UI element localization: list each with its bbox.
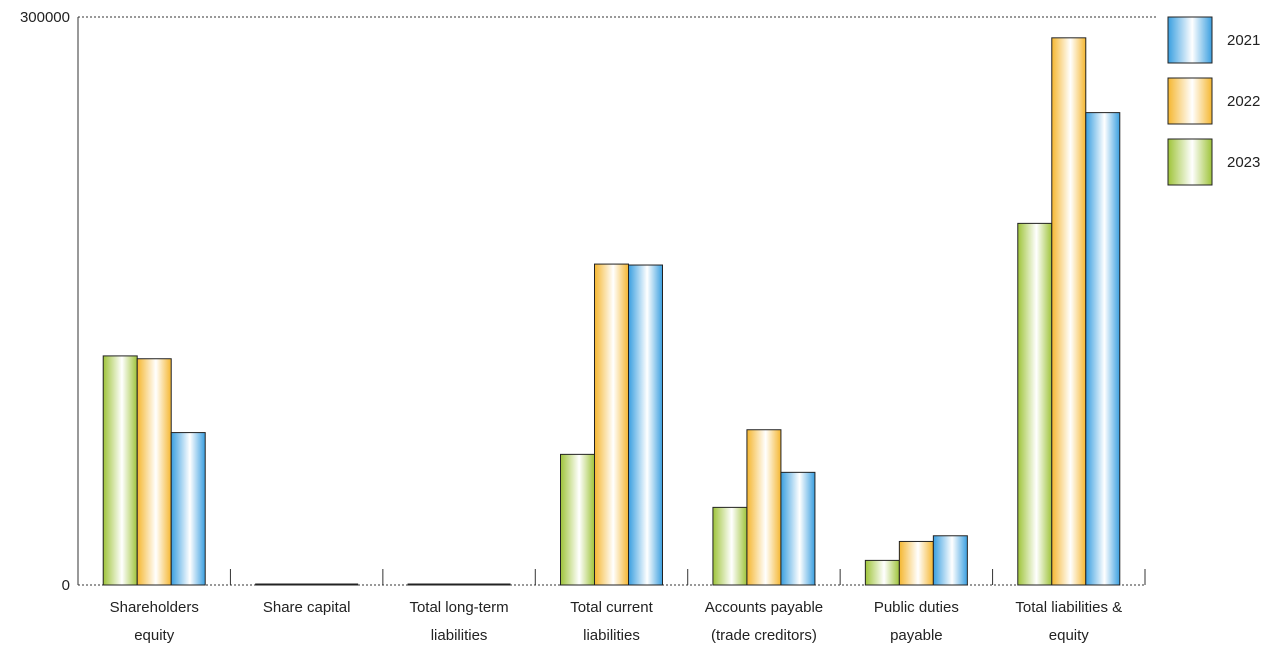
bar-2022 — [441, 583, 477, 586]
x-category-label: Total liabilities & — [1015, 599, 1122, 616]
bar-2022 — [136, 358, 172, 586]
bar-2023 — [1017, 222, 1053, 586]
bar-2023 — [864, 559, 900, 586]
legend-label: 2023 — [1227, 154, 1260, 171]
bar-2022 — [594, 263, 629, 586]
legend-swatch-2023 — [1167, 138, 1213, 186]
x-category-label: equity — [134, 627, 175, 644]
legend-swatch-2021 — [1167, 16, 1213, 64]
bar-2021 — [170, 432, 206, 586]
x-category-label: Accounts payable — [705, 599, 823, 616]
legend-label: 2021 — [1227, 32, 1260, 49]
x-category-label: liabilities — [583, 627, 640, 644]
bar-2023 — [712, 506, 748, 586]
bar-2021 — [932, 535, 968, 586]
x-category-label: (trade creditors) — [711, 627, 817, 644]
chart-labels: Shareholders equity Share capital Total lon… — [110, 599, 1123, 644]
x-category-label: Total current — [570, 599, 653, 616]
x-category-label: Share capital — [263, 599, 351, 616]
x-category-label: Total long-term — [409, 599, 508, 616]
y-tick-label: 300000 — [20, 9, 70, 26]
bar-2022 — [289, 583, 325, 586]
x-category-label: payable — [890, 627, 943, 644]
y-tick-label: 0 — [62, 577, 70, 594]
legend-label: 2022 — [1227, 93, 1260, 110]
bar-2023 — [560, 453, 595, 586]
bar-2023 — [255, 583, 291, 586]
bar-2023 — [102, 355, 138, 586]
bar-2022 — [898, 540, 934, 586]
x-category-label: Public duties — [874, 599, 959, 616]
chart-legend: 2021 2022 2023 — [1167, 16, 1260, 186]
bar-2021 — [475, 583, 511, 586]
bar-2021 — [628, 264, 663, 586]
x-category-label: liabilities — [431, 627, 488, 644]
bar-2021 — [780, 471, 816, 586]
bar-2021 — [1085, 112, 1121, 586]
legend-swatch-2022 — [1167, 77, 1213, 125]
bar-2022 — [1051, 37, 1087, 586]
bar-2021 — [323, 583, 359, 586]
bar-2023 — [407, 583, 443, 586]
chart-bars — [102, 37, 1121, 586]
x-category-label: equity — [1049, 627, 1090, 644]
bar-2022 — [746, 429, 782, 586]
x-category-label: Shareholders — [110, 599, 199, 616]
